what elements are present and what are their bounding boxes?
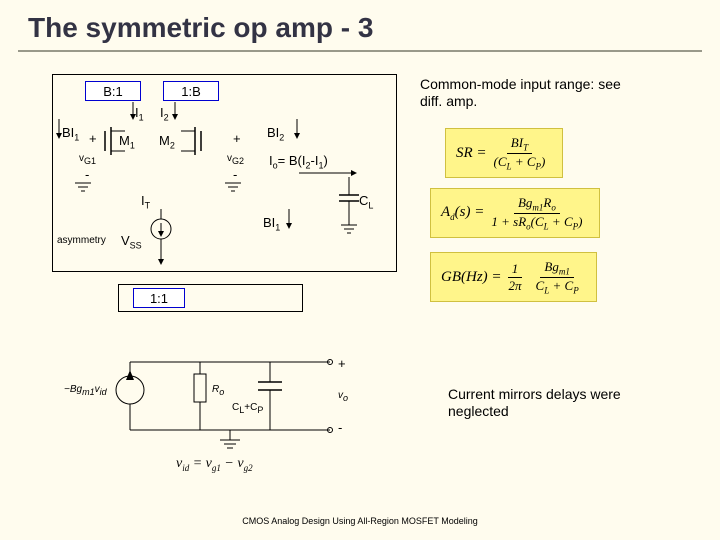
minus2: - <box>233 167 237 182</box>
circuit-bottom: 1:1 <box>118 284 303 312</box>
formula-ad: Ad(s) = Bgm1Ro 1 + sRo(CL + CP) <box>430 188 600 238</box>
vg1-label: vG1 <box>79 153 96 166</box>
vss-arrow <box>157 247 165 267</box>
footer: CMOS Analog Design Using All-Region MOSF… <box>0 516 720 526</box>
vo-label: vo <box>338 390 348 403</box>
i2-label: I2 <box>160 105 169 123</box>
mirror-left: B:1 <box>85 81 141 101</box>
arrow-bi2 <box>293 119 301 141</box>
vo-minus: - <box>338 420 342 435</box>
cl-wire <box>299 177 359 247</box>
common-mode-text: Common-mode input range: see diff. amp. <box>420 76 640 110</box>
io-eq: Io= B(I2-I1) <box>269 153 328 171</box>
ro-label: Ro <box>212 384 224 397</box>
plus1: + <box>89 131 97 146</box>
arrow-i1 <box>129 102 137 122</box>
page-title: The symmetric op amp - 3 <box>0 0 720 44</box>
outcap-label: CL+CP <box>232 402 263 415</box>
title-underline <box>18 50 702 52</box>
formula-gb: GB(Hz) = 1 2π Bgm1 CL + CP <box>430 252 597 302</box>
mirror-bottom: 1:1 <box>133 288 185 308</box>
gnd2 <box>223 181 243 193</box>
gm-label: −Bgm1vid <box>64 384 107 397</box>
circuit-top: B:1 1:B I1 I2 BI1 + M1 M2 vG1 - + vG2 - … <box>52 74 397 272</box>
output-model <box>70 340 370 470</box>
plus2: + <box>233 131 241 146</box>
vo-plus: + <box>338 356 346 371</box>
bi2-label: BI2 <box>267 125 284 143</box>
io-arrow <box>299 169 359 177</box>
m2-label: M2 <box>159 133 175 151</box>
mirror-right: 1:B <box>163 81 219 101</box>
minus1: - <box>85 167 89 182</box>
formula-sr: SR = BIT (CL + CP) <box>445 128 563 178</box>
vg2-label: vG2 <box>227 153 244 166</box>
delays-text: Current mirrors delays were neglected <box>448 386 668 420</box>
m1-label: M1 <box>119 133 135 151</box>
bi1-label: BI1 <box>62 125 79 143</box>
gnd1 <box>73 181 93 193</box>
asymmetry-label: asymmetry <box>57 235 106 246</box>
bi1-right-label: BI1 <box>263 215 280 233</box>
m2-mos <box>177 123 205 159</box>
vss-label: VSS <box>121 233 142 251</box>
it-label: IT <box>141 193 150 211</box>
arrow-i2 <box>171 102 179 122</box>
arrow-bi1-right <box>285 209 293 231</box>
vid-eq: vid = vg1 − vg2 <box>176 456 253 473</box>
cl-label: CL <box>359 193 373 211</box>
it-source <box>149 209 173 249</box>
